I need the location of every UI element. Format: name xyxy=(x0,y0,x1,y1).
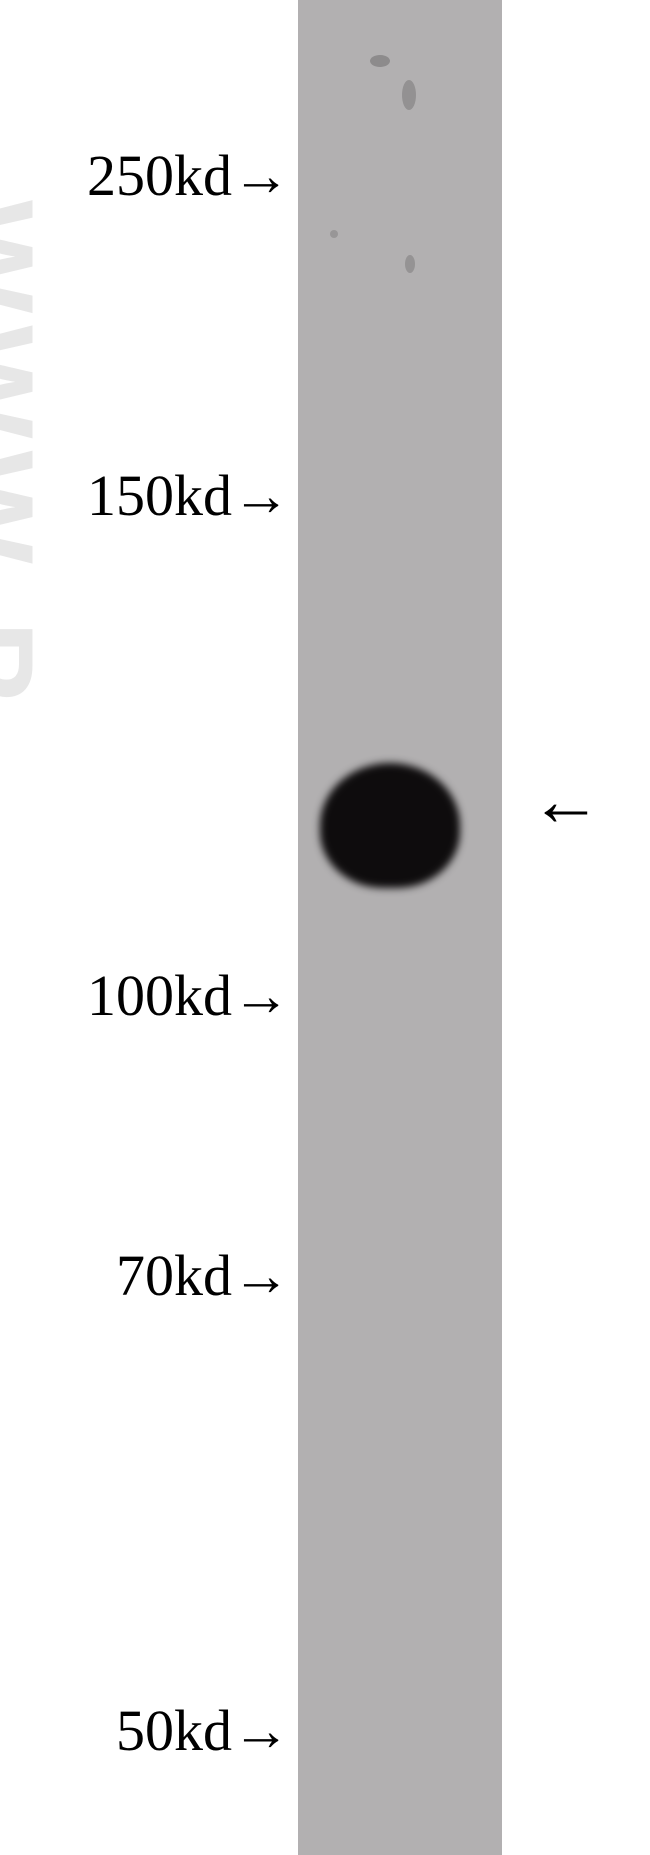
arrow-right-icon: → xyxy=(232,962,290,1029)
marker-text: 70kd xyxy=(116,1243,232,1308)
arrow-right-icon: → xyxy=(232,1697,290,1764)
mw-marker-150kd: 150kd→ xyxy=(87,462,290,529)
arrow-right-icon: → xyxy=(232,1242,290,1309)
arrow-right-icon: → xyxy=(232,462,290,529)
mw-marker-100kd: 100kd→ xyxy=(87,962,290,1029)
mw-marker-250kd: 250kd→ xyxy=(87,142,290,209)
artifact xyxy=(402,80,416,110)
artifact xyxy=(330,230,338,238)
arrow-right-icon: → xyxy=(232,142,290,209)
mw-marker-70kd: 70kd→ xyxy=(116,1242,290,1309)
band-indicator-arrow: ← xyxy=(530,760,602,843)
marker-text: 100kd xyxy=(87,963,232,1028)
blot-lane xyxy=(298,0,502,1855)
watermark: WWW.PTGLAB.COM xyxy=(0,200,60,790)
artifact xyxy=(370,55,390,67)
arrow-left-icon: ← xyxy=(530,761,602,841)
marker-text: 50kd xyxy=(116,1698,232,1763)
protein-band xyxy=(320,763,460,888)
marker-text: 250kd xyxy=(87,143,232,208)
marker-text: 150kd xyxy=(87,463,232,528)
artifact xyxy=(405,255,415,273)
mw-marker-50kd: 50kd→ xyxy=(116,1697,290,1764)
